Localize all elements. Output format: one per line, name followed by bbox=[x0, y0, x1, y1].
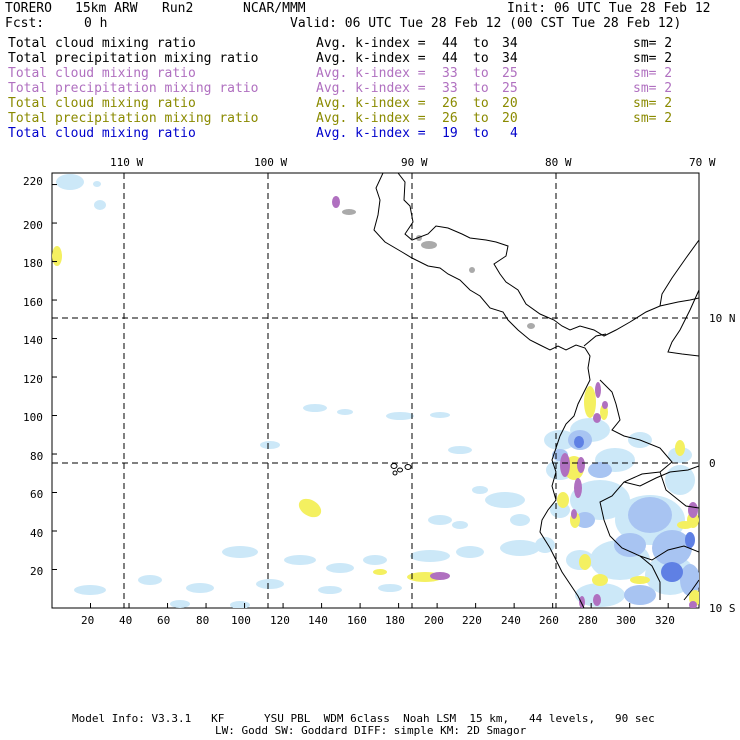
legend-kindex-label: Avg. k-index = bbox=[316, 36, 426, 51]
lon-label: 80 W bbox=[545, 156, 572, 169]
legend-sm: sm= 2 bbox=[633, 111, 673, 126]
model-resolution: 15km ARW bbox=[75, 1, 138, 16]
y-tick-label: 140 bbox=[23, 334, 43, 347]
legend-to: 34 bbox=[502, 51, 518, 66]
legend-field: Total precipitation mixing ratio bbox=[8, 81, 259, 96]
legend-from: 33 bbox=[442, 81, 458, 96]
lat-label: 0 bbox=[709, 457, 716, 470]
model-info: Model Info: V3.3.1 KF YSU PBL WDM 6class… bbox=[72, 712, 655, 725]
x-tick-label: 20 bbox=[81, 614, 95, 627]
y-tick-label: 20 bbox=[30, 565, 44, 578]
map-frame bbox=[51, 172, 700, 609]
legend-field: Total cloud mixing ratio bbox=[8, 36, 196, 51]
legend-field: Total precipitation mixing ratio bbox=[8, 111, 259, 126]
x-tick-label: 40 bbox=[119, 614, 133, 627]
x-tick-label: 60 bbox=[157, 614, 171, 627]
lat-lon-gridlines bbox=[52, 173, 699, 608]
run-label: Run2 bbox=[162, 1, 194, 16]
x-axis-ticks bbox=[90, 603, 669, 608]
x-tick-label: 100 bbox=[231, 614, 251, 627]
y-tick-label: 160 bbox=[23, 296, 43, 309]
x-tick-label: 240 bbox=[501, 614, 521, 627]
legend-to: 20 bbox=[502, 96, 518, 111]
legend-kindex-label: Avg. k-index = bbox=[316, 96, 426, 111]
legend-to: 20 bbox=[502, 111, 518, 126]
legend-to: 25 bbox=[502, 66, 518, 81]
legend-to-word: to bbox=[473, 51, 489, 66]
org-label: NCAR/MMM bbox=[243, 1, 306, 16]
y-tick-label: 40 bbox=[30, 527, 44, 540]
legend-to: 34 bbox=[502, 36, 518, 51]
legend-kindex-label: Avg. k-index = bbox=[316, 126, 426, 141]
precip-field-violet bbox=[332, 196, 698, 608]
legend-sm: sm= 2 bbox=[633, 96, 673, 111]
x-tick-label: 160 bbox=[347, 614, 367, 627]
x-tick-label: 220 bbox=[462, 614, 482, 627]
legend-to-word: to bbox=[473, 66, 489, 81]
model-name: TORERO bbox=[5, 1, 52, 16]
lat-label: 10 S bbox=[709, 602, 736, 615]
x-tick-label: 180 bbox=[385, 614, 405, 627]
legend-from: 26 bbox=[442, 111, 458, 126]
legend-to: 25 bbox=[502, 81, 518, 96]
legend-to-word: to bbox=[473, 111, 489, 126]
legend-to: 4 bbox=[510, 126, 518, 141]
y-axis-ticks bbox=[52, 184, 57, 571]
x-tick-label: 300 bbox=[616, 614, 636, 627]
y-tick-label: 80 bbox=[30, 450, 44, 463]
x-tick-label: 120 bbox=[270, 614, 290, 627]
y-tick-label: 60 bbox=[30, 488, 44, 501]
x-tick-label: 280 bbox=[578, 614, 598, 627]
x-tick-label: 200 bbox=[424, 614, 444, 627]
legend-from: 44 bbox=[442, 36, 458, 51]
cloud-field-mid-blue bbox=[552, 430, 699, 605]
y-tick-label: 220 bbox=[23, 175, 43, 188]
x-tick-label: 80 bbox=[196, 614, 210, 627]
lon-label: 90 W bbox=[401, 156, 428, 169]
legend-field: Total cloud mixing ratio bbox=[8, 66, 196, 81]
legend-field: Total precipitation mixing ratio bbox=[8, 51, 259, 66]
y-tick-label: 100 bbox=[23, 411, 43, 424]
init-time: Init: 06 UTC Tue 28 Feb 12 bbox=[507, 1, 711, 16]
legend-sm: sm= 2 bbox=[633, 36, 673, 51]
coastline bbox=[373, 173, 699, 608]
cloud-field-dark-blue bbox=[574, 436, 695, 582]
legend-to-word: to bbox=[473, 81, 489, 96]
legend-kindex-label: Avg. k-index = bbox=[316, 66, 426, 81]
legend-field: Total cloud mixing ratio bbox=[8, 126, 196, 141]
y-tick-label: 120 bbox=[23, 373, 43, 386]
legend-to-word: to bbox=[473, 96, 489, 111]
legend-from: 44 bbox=[442, 51, 458, 66]
x-tick-label: 320 bbox=[655, 614, 675, 627]
x-tick-label: 140 bbox=[308, 614, 328, 627]
y-tick-label: 200 bbox=[23, 219, 43, 232]
fcst-label: Fcst: bbox=[5, 16, 45, 31]
legend-from: 26 bbox=[442, 96, 458, 111]
legend-sm: sm= 2 bbox=[633, 51, 673, 66]
x-tick-label: 260 bbox=[539, 614, 559, 627]
legend-field: Total cloud mixing ratio bbox=[8, 96, 196, 111]
valid-time: Valid: 06 UTC Tue 28 Feb 12 (00 CST Tue … bbox=[290, 16, 682, 31]
lat-label: 10 N bbox=[709, 312, 736, 325]
legend-kindex-label: Avg. k-index = bbox=[316, 81, 426, 96]
fcst-value: 0 h bbox=[84, 16, 108, 31]
legend-kindex-label: Avg. k-index = bbox=[316, 51, 426, 66]
legend-to-word: to bbox=[473, 36, 489, 51]
legend-from: 19 bbox=[442, 126, 458, 141]
cloud-field-gray bbox=[342, 209, 535, 329]
legend-sm: sm= 2 bbox=[633, 66, 673, 81]
lon-label: 100 W bbox=[254, 156, 288, 169]
lon-label: 110 W bbox=[110, 156, 144, 169]
lon-label: 70 W bbox=[689, 156, 716, 169]
y-tick-label: 180 bbox=[23, 257, 43, 270]
legend-from: 33 bbox=[442, 66, 458, 81]
legend-kindex-label: Avg. k-index = bbox=[316, 111, 426, 126]
legend-sm: sm= 2 bbox=[633, 81, 673, 96]
legend-to-word: to bbox=[473, 126, 489, 141]
model-physics: LW: Godd SW: Goddard DIFF: simple KM: 2D… bbox=[215, 724, 527, 737]
